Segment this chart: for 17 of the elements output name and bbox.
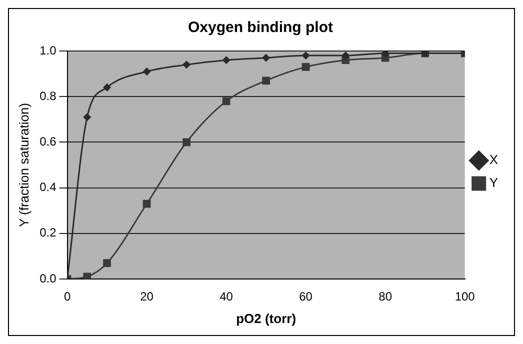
x-tick-label: 80 xyxy=(378,290,392,304)
y-tick-label: 0.0 xyxy=(40,271,57,286)
chart-title: Oxygen binding plot xyxy=(188,19,333,36)
legend-label: X xyxy=(489,152,498,168)
x-tick-label: 20 xyxy=(140,290,154,304)
x-tick-label: 60 xyxy=(299,290,313,304)
y-axis-title: Y (fraction saturation) xyxy=(16,102,32,228)
y-tick-label: 1.0 xyxy=(40,43,57,58)
x-tick-label: 100 xyxy=(454,290,476,304)
y-tick-label: 0.8 xyxy=(40,88,57,103)
y-tick-label: 0.4 xyxy=(40,180,57,194)
x-tick-label: 0 xyxy=(64,290,71,304)
y-tick-label: 0.2 xyxy=(40,226,57,240)
legend-label: Y xyxy=(489,175,498,190)
x-tick-label: 40 xyxy=(220,290,234,304)
x-axis-title: pO2 (torr) xyxy=(236,310,296,326)
y-tick-label: 0.6 xyxy=(40,134,57,149)
